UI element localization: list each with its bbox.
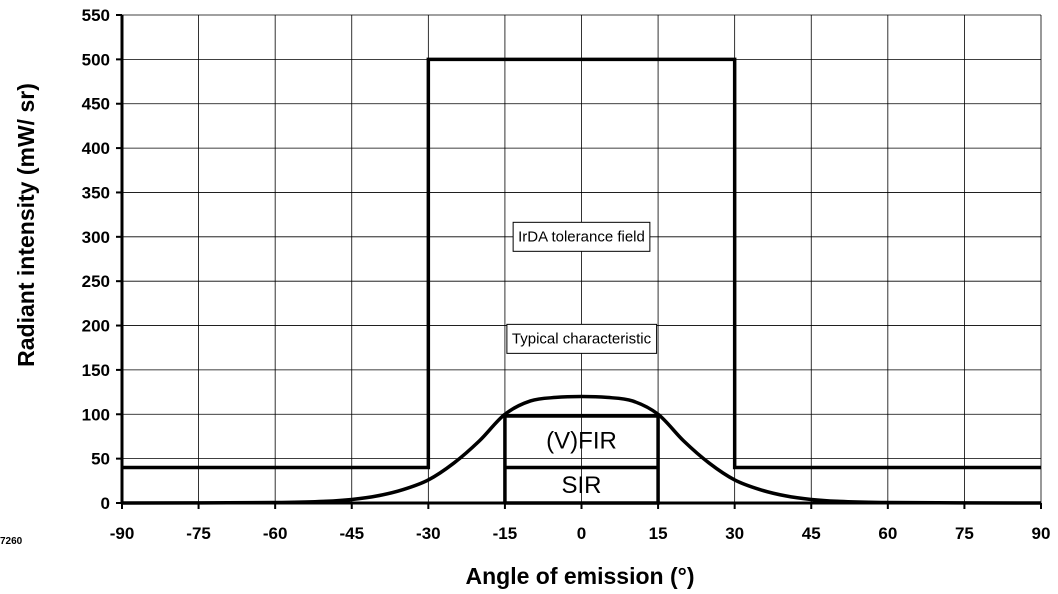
figure-id: 7260	[0, 536, 23, 547]
x-tick-label: 0	[577, 524, 586, 543]
y-tick-label: 0	[101, 494, 110, 513]
x-tick-label: 60	[878, 524, 897, 543]
data-series	[121, 57, 1042, 505]
annotation-3: SIR	[561, 472, 601, 499]
x-tick-label: 75	[955, 524, 974, 543]
y-tick-label: 450	[82, 95, 110, 114]
y-tick-label: 300	[82, 228, 110, 247]
x-tick-label: 90	[1032, 524, 1051, 543]
series-tolerance	[122, 57, 1041, 470]
annotation-text: Typical characteristic	[512, 330, 652, 347]
y-tick-label: 400	[82, 139, 110, 158]
y-tick-label: 150	[82, 361, 110, 380]
x-tick-label: 45	[802, 524, 821, 543]
annotation-2: (V)FIR	[546, 427, 617, 454]
annotation-box	[512, 221, 651, 252]
y-tick-label: 250	[82, 272, 110, 291]
x-tick-label: -30	[416, 524, 441, 543]
series-fir-box	[503, 414, 660, 505]
y-tick-label: 550	[82, 6, 110, 25]
y-tick-label: 500	[82, 50, 110, 69]
y-tick-label: 50	[91, 450, 110, 469]
x-tick-label: -15	[493, 524, 518, 543]
y-tick-label: 100	[82, 405, 110, 424]
y-tick-label: 200	[82, 317, 110, 336]
annotations: IrDA tolerance field Typical characterist…	[506, 221, 658, 499]
y-axis-label: Radiant intensity (mW/ sr)	[13, 83, 39, 367]
annotation-text: IrDA tolerance field	[518, 228, 645, 245]
x-tick-label: -75	[186, 524, 211, 543]
x-axis-label: Angle of emission (°)	[466, 563, 695, 589]
x-tick-label: 15	[649, 524, 668, 543]
annotation-text: SIR	[561, 472, 601, 499]
x-tick-label: -90	[110, 524, 135, 543]
annotation-box	[506, 323, 658, 354]
annotation-1: Typical characteristic	[506, 323, 658, 354]
x-axis-ticks: -90 -75 -60 -45 -30 -15 0 15 30 45 60 75 90	[110, 524, 1051, 543]
y-axis-ticks: 0 50 100 150 200 250 300 350 400 450 500 550	[82, 6, 110, 513]
y-tick-label: 350	[82, 183, 110, 202]
x-tick-label: 30	[725, 524, 744, 543]
series-typical	[121, 394, 1042, 505]
annotation-text: (V)FIR	[546, 427, 617, 454]
annotation-0: IrDA tolerance field	[512, 221, 651, 252]
x-tick-label: -45	[339, 524, 364, 543]
x-tick-label: -60	[263, 524, 288, 543]
